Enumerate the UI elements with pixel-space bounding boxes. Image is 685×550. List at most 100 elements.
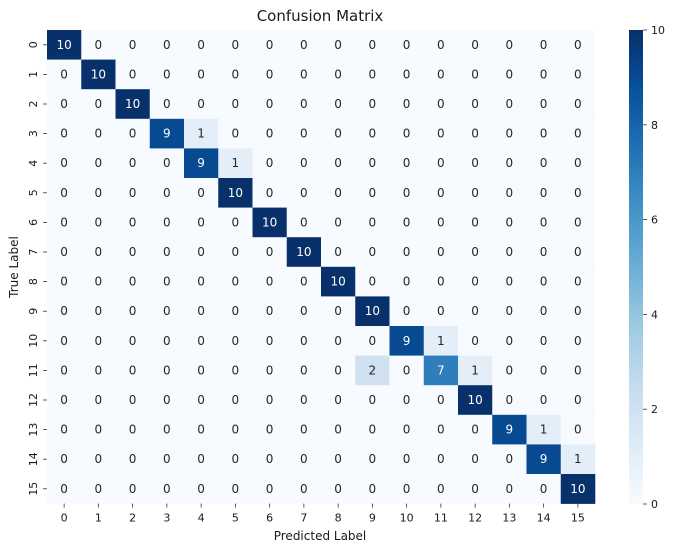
cell-value-label: 0 xyxy=(437,482,445,496)
heatmap-cell xyxy=(458,59,493,90)
y-tick-label: 0 xyxy=(27,41,40,48)
heatmap-cell xyxy=(149,59,185,90)
cell-value-label: 0 xyxy=(437,186,445,200)
heatmap-cell xyxy=(321,30,356,60)
heatmap-cell xyxy=(252,326,288,356)
heatmap-cell xyxy=(47,148,82,179)
cell-value-label: 0 xyxy=(471,215,479,229)
heatmap-cell xyxy=(560,444,596,475)
heatmap-cell xyxy=(286,444,322,475)
cell-value-label: 0 xyxy=(300,423,308,437)
cell-value-label: 0 xyxy=(129,38,137,52)
cell-value-label: 0 xyxy=(540,38,548,52)
heatmap-cell xyxy=(218,355,253,386)
x-tick-label: 14 xyxy=(537,512,551,525)
cell-value-label: 0 xyxy=(60,186,68,200)
heatmap-cell xyxy=(149,474,185,504)
heatmap-cell xyxy=(286,148,322,179)
cell-value-label: 0 xyxy=(266,304,274,318)
heatmap-cell xyxy=(252,385,288,416)
heatmap-cell xyxy=(252,414,288,445)
heatmap-cell xyxy=(115,207,151,238)
y-tick-label: 10 xyxy=(27,334,40,348)
cell-value-label: 0 xyxy=(369,334,377,348)
cell-value-label: 0 xyxy=(403,156,411,170)
x-tick-label: 6 xyxy=(266,512,273,525)
heatmap-cell xyxy=(526,118,562,149)
cell-value-label: 0 xyxy=(437,393,445,407)
cell-value-label: 0 xyxy=(403,304,411,318)
heatmap-cell xyxy=(286,207,322,238)
y-tick-label: 6 xyxy=(27,219,40,226)
cell-value-label: 9 xyxy=(403,334,411,348)
heatmap-cell xyxy=(423,89,459,120)
heatmap-cell xyxy=(389,266,425,297)
heatmap-cell xyxy=(560,237,596,268)
heatmap-cell xyxy=(252,474,288,504)
heatmap-cell xyxy=(81,89,116,120)
heatmap-cell xyxy=(47,59,82,90)
cell-value-label: 0 xyxy=(197,215,205,229)
cell-value-label: 0 xyxy=(232,275,240,289)
heatmap-cell xyxy=(184,30,219,60)
heatmap-cell xyxy=(321,296,356,327)
heatmap-cell xyxy=(355,296,390,327)
heatmap-cell xyxy=(321,355,356,386)
cell-value-label: 0 xyxy=(129,245,137,259)
heatmap-cell xyxy=(286,474,322,504)
heatmap-cell xyxy=(423,30,459,60)
cell-value-label: 0 xyxy=(437,215,445,229)
heatmap-cell xyxy=(560,118,596,149)
heatmap-cell xyxy=(355,355,390,386)
heatmap-cell xyxy=(526,30,562,60)
heatmap-cell xyxy=(286,237,322,268)
cell-value-label: 0 xyxy=(232,97,240,111)
x-tick-label: 15 xyxy=(571,512,585,525)
heatmap-cell xyxy=(526,178,562,208)
cell-value-label: 0 xyxy=(437,67,445,81)
cell-value-label: 0 xyxy=(60,482,68,496)
heatmap-cell xyxy=(458,444,493,475)
cell-value-label: 0 xyxy=(163,67,171,81)
cell-value-label: 0 xyxy=(506,186,514,200)
heatmap-cell xyxy=(149,207,185,238)
cell-value-label: 0 xyxy=(506,215,514,229)
heatmap-cell xyxy=(184,118,219,149)
cell-value-label: 0 xyxy=(95,334,103,348)
cell-value-label: 0 xyxy=(334,186,342,200)
heatmap-cell xyxy=(492,207,527,238)
heatmap-cell xyxy=(115,266,151,297)
heatmap-cell xyxy=(355,59,390,90)
heatmap-cell xyxy=(286,266,322,297)
cell-value-label: 0 xyxy=(540,156,548,170)
heatmap-cell xyxy=(115,326,151,356)
heatmap-cell xyxy=(47,474,82,504)
x-tick-label: 7 xyxy=(300,512,307,525)
cell-value-label: 10 xyxy=(125,97,140,111)
cell-value-label: 0 xyxy=(129,156,137,170)
chart-title: Confusion Matrix xyxy=(257,7,384,25)
y-tick-label: 12 xyxy=(27,393,40,407)
cell-value-label: 0 xyxy=(334,156,342,170)
heatmap-cell xyxy=(47,355,82,386)
cell-value-label: 0 xyxy=(471,423,479,437)
heatmap-cell xyxy=(526,444,562,475)
cell-value-label: 0 xyxy=(334,304,342,318)
cell-value-label: 0 xyxy=(266,156,274,170)
heatmap-cell xyxy=(115,89,151,120)
cell-value-label: 0 xyxy=(574,423,582,437)
heatmap-cell xyxy=(321,385,356,416)
cell-value-label: 0 xyxy=(403,423,411,437)
cell-value-label: 0 xyxy=(197,38,205,52)
y-tick-label: 9 xyxy=(27,308,40,315)
cell-value-label: 0 xyxy=(60,97,68,111)
heatmap-cell xyxy=(423,355,459,386)
cell-value-label: 0 xyxy=(266,482,274,496)
cell-value-label: 0 xyxy=(129,482,137,496)
heatmap-cell xyxy=(149,444,185,475)
heatmap-cell xyxy=(81,326,116,356)
heatmap-cell xyxy=(492,59,527,90)
heatmap-cell xyxy=(526,355,562,386)
cell-value-label: 0 xyxy=(232,334,240,348)
cell-value-label: 0 xyxy=(60,275,68,289)
